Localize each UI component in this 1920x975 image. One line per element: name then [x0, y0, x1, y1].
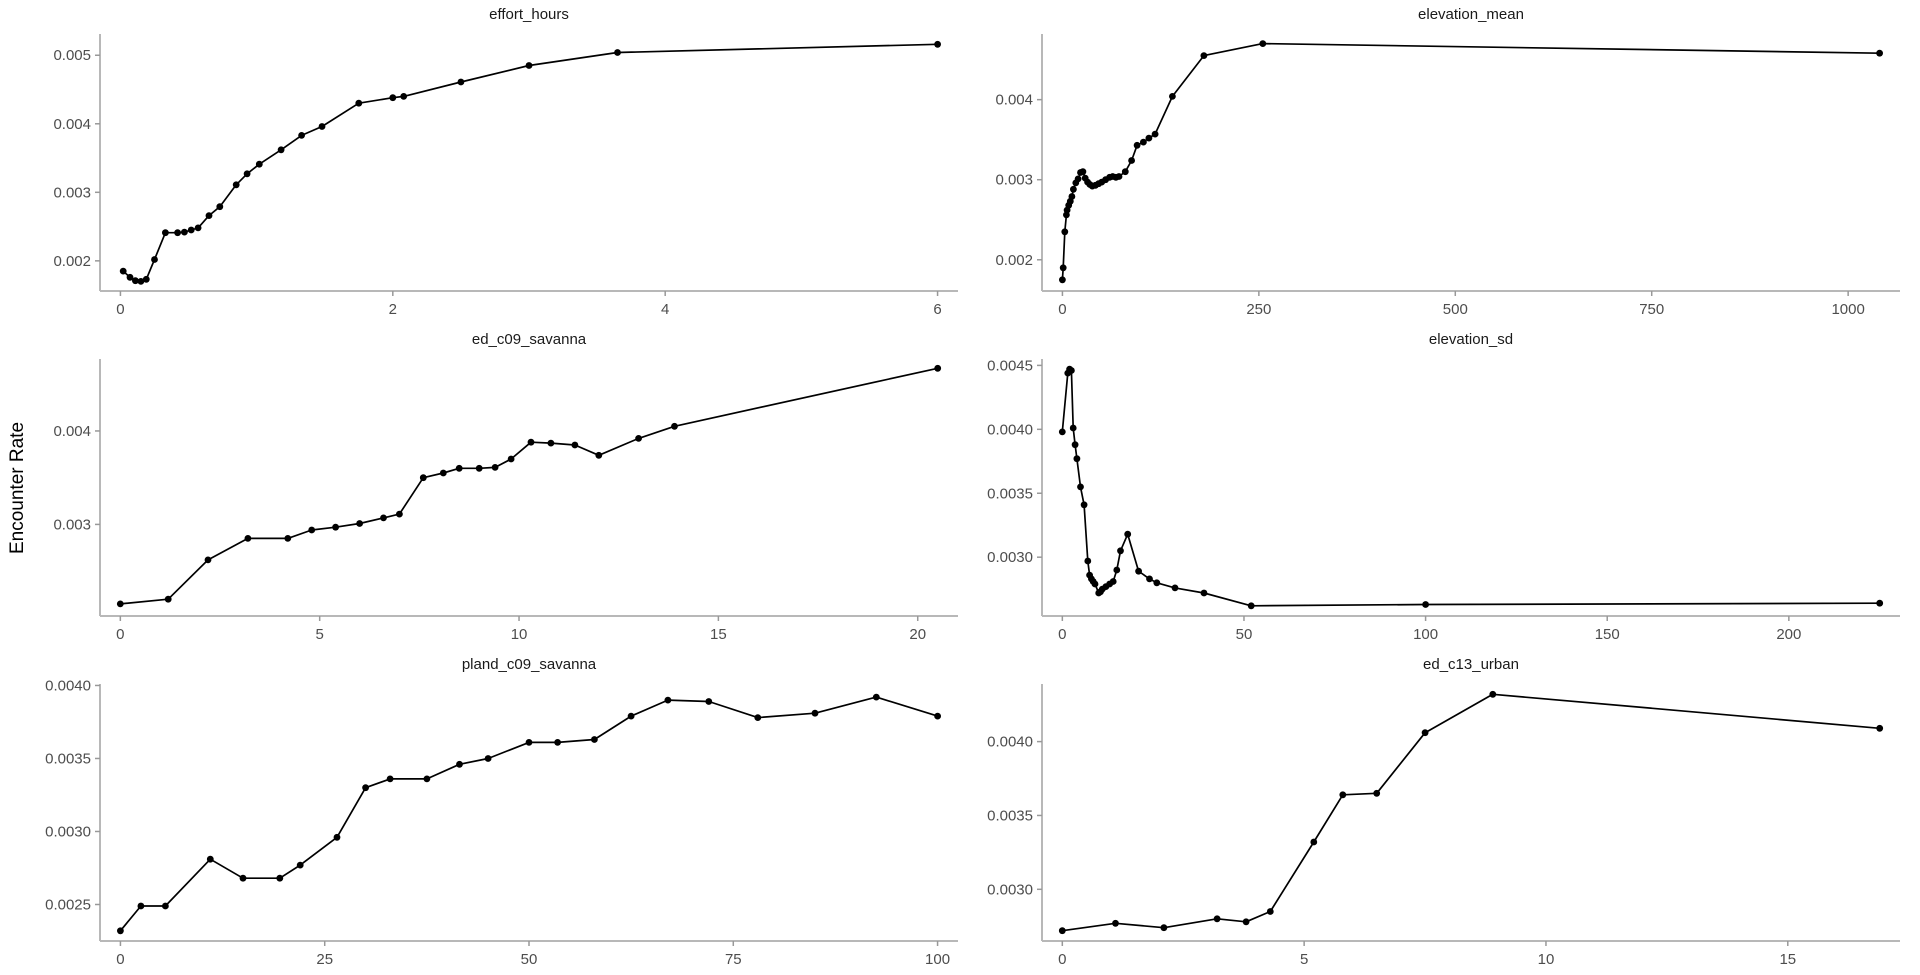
svg-text:750: 750 — [1639, 301, 1664, 318]
panel-ed-c13-urban: ed_c13_urban 0.0030 0.0035 0.0040 0 5 10 15 — [978, 650, 1920, 975]
svg-text:15: 15 — [710, 626, 727, 643]
y-axis-label-gutter: Encounter Rate — [0, 0, 36, 975]
svg-text:0: 0 — [116, 301, 124, 318]
svg-text:0.0035: 0.0035 — [987, 807, 1033, 824]
svg-text:0.0035: 0.0035 — [987, 485, 1033, 502]
elevation-mean-plot: 0.002 0.003 0.004 0 250 500 750 1000 — [995, 34, 1900, 318]
svg-text:200: 200 — [1776, 626, 1801, 643]
svg-text:0.003: 0.003 — [53, 516, 91, 533]
svg-text:10: 10 — [1538, 951, 1555, 968]
svg-text:0.004: 0.004 — [53, 116, 91, 133]
svg-text:0.0030: 0.0030 — [987, 549, 1033, 566]
panel-title-elevation-sd: elevation_sd — [1428, 331, 1514, 348]
svg-text:0.002: 0.002 — [995, 252, 1033, 269]
y-axis-label: Encounter Rate — [7, 421, 28, 554]
pland-c09-savanna-plot: 0.0025 0.0030 0.0035 0.0040 0 25 50 75 100 — [45, 677, 958, 968]
elevation-sd-plot: 0.0030 0.0035 0.0040 0.0045 0 50 100 150 200 — [987, 357, 1900, 643]
panel-effort-hours: effort_hours 0.002 0.003 0.004 0.005 0 2 4 6 — [36, 0, 978, 325]
svg-text:0.0035: 0.0035 — [45, 750, 91, 767]
ed-c09-savanna-plot: 0.003 0.004 0 5 10 15 20 — [53, 359, 958, 643]
svg-text:0.0040: 0.0040 — [987, 734, 1033, 751]
svg-text:0.0040: 0.0040 — [45, 677, 91, 694]
panel-pland-c09-savanna: pland_c09_savanna 0.0025 0.0030 0.0035 0.00… — [36, 650, 978, 975]
ed-c13-urban-plot: 0.0030 0.0035 0.0040 0 5 10 15 — [987, 684, 1900, 968]
svg-text:100: 100 — [1413, 626, 1438, 643]
svg-text:0.0045: 0.0045 — [987, 357, 1033, 374]
svg-text:50: 50 — [1236, 626, 1253, 643]
svg-text:2: 2 — [389, 301, 397, 318]
svg-text:0.005: 0.005 — [53, 47, 91, 64]
svg-text:0.004: 0.004 — [53, 423, 91, 440]
svg-text:4: 4 — [661, 301, 669, 318]
svg-text:500: 500 — [1443, 301, 1468, 318]
svg-text:250: 250 — [1246, 301, 1271, 318]
panel-title-elevation-mean: elevation_mean — [1418, 6, 1524, 23]
svg-text:20: 20 — [909, 626, 926, 643]
svg-text:1000: 1000 — [1831, 301, 1864, 318]
panel-elevation-mean: elevation_mean 0.002 0.003 0.004 0 250 500 750… — [978, 0, 1920, 325]
svg-text:10: 10 — [511, 626, 528, 643]
svg-text:0.003: 0.003 — [995, 172, 1033, 189]
svg-text:5: 5 — [1300, 951, 1308, 968]
panel-title-ed-c09-savanna: ed_c09_savanna — [471, 331, 587, 348]
svg-text:0.002: 0.002 — [53, 253, 91, 270]
panel-title-ed-c13-urban: ed_c13_urban — [1423, 656, 1519, 673]
svg-text:15: 15 — [1779, 951, 1796, 968]
svg-text:0: 0 — [1058, 626, 1066, 643]
svg-text:0: 0 — [1058, 951, 1066, 968]
svg-text:75: 75 — [725, 951, 742, 968]
svg-text:25: 25 — [316, 951, 333, 968]
svg-text:5: 5 — [316, 626, 324, 643]
svg-text:0.0025: 0.0025 — [45, 896, 91, 913]
svg-text:0: 0 — [116, 951, 124, 968]
svg-text:50: 50 — [521, 951, 538, 968]
panel-title-pland-c09-savanna: pland_c09_savanna — [461, 656, 597, 673]
svg-text:0.0040: 0.0040 — [987, 421, 1033, 438]
effort-hours-plot: 0.002 0.003 0.004 0.005 0 2 4 6 — [53, 34, 958, 318]
svg-text:0.0030: 0.0030 — [987, 881, 1033, 898]
svg-text:0: 0 — [116, 626, 124, 643]
svg-text:0.0030: 0.0030 — [45, 823, 91, 840]
svg-text:0.004: 0.004 — [995, 92, 1033, 109]
svg-text:150: 150 — [1595, 626, 1620, 643]
panel-elevation-sd: elevation_sd 0.0030 0.0035 0.0040 0.0045 0 50… — [978, 325, 1920, 650]
svg-text:6: 6 — [933, 301, 941, 318]
svg-text:100: 100 — [925, 951, 950, 968]
panel-ed-c09-savanna: ed_c09_savanna 0.003 0.004 0 5 10 15 20 — [36, 325, 978, 650]
svg-text:0.003: 0.003 — [53, 184, 91, 201]
panel-title-effort-hours: effort_hours — [489, 6, 569, 23]
svg-text:0: 0 — [1058, 301, 1066, 318]
